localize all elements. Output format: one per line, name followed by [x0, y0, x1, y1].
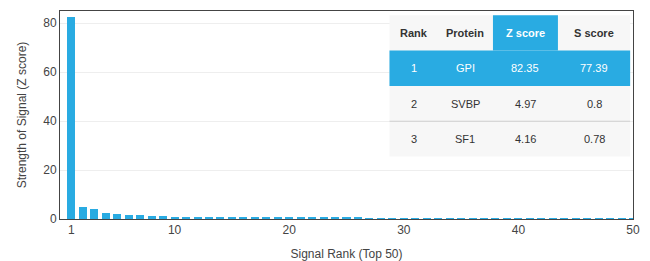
svg-text:77.39: 77.39	[580, 62, 608, 74]
svg-text:2: 2	[411, 98, 417, 110]
svg-text:GPI: GPI	[456, 62, 475, 74]
svg-text:40: 40	[512, 223, 526, 237]
svg-text:1: 1	[411, 62, 417, 74]
svg-text:1: 1	[68, 223, 75, 237]
svg-text:4.97: 4.97	[515, 98, 536, 110]
svg-text:0.78: 0.78	[584, 133, 605, 145]
svg-text:0: 0	[50, 212, 57, 226]
svg-text:Strength of Signal (Z score): Strength of Signal (Z score)	[15, 42, 29, 189]
svg-text:50: 50	[626, 223, 640, 237]
svg-text:Z score: Z score	[506, 27, 545, 39]
svg-text:SVBP: SVBP	[451, 98, 480, 110]
svg-text:SF1: SF1	[455, 133, 475, 145]
svg-text:80: 80	[43, 16, 57, 30]
svg-text:20: 20	[43, 163, 57, 177]
svg-text:0.8: 0.8	[587, 98, 602, 110]
svg-text:3: 3	[411, 133, 417, 145]
svg-text:Protein: Protein	[446, 27, 484, 39]
svg-text:60: 60	[43, 65, 57, 79]
svg-text:40: 40	[43, 114, 57, 128]
svg-text:82.35: 82.35	[511, 62, 539, 74]
svg-text:4.16: 4.16	[515, 133, 536, 145]
svg-text:Signal Rank (Top 50): Signal Rank (Top 50)	[290, 247, 402, 261]
svg-text:S score: S score	[574, 27, 614, 39]
svg-text:10: 10	[168, 223, 182, 237]
svg-text:Rank: Rank	[400, 27, 428, 39]
svg-text:20: 20	[283, 223, 297, 237]
svg-text:30: 30	[397, 223, 411, 237]
